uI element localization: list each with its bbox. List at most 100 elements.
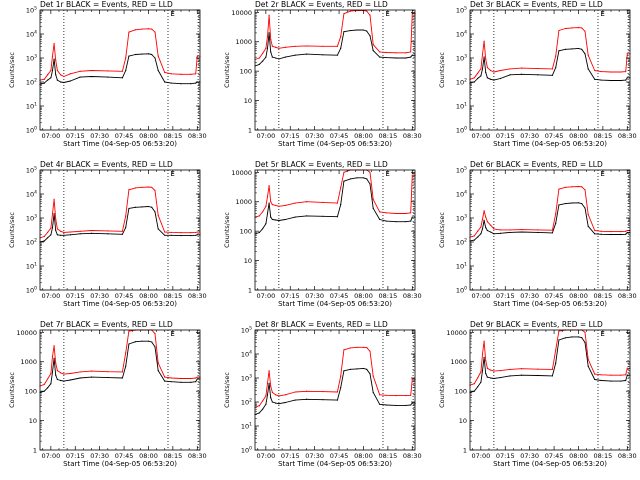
series-point: [411, 174, 413, 176]
series-point: [107, 233, 109, 235]
series-point: [53, 357, 55, 359]
series-point: [411, 54, 413, 56]
series-point: [190, 232, 192, 234]
y-tick-label: 10: [29, 417, 37, 425]
series-point: [473, 235, 475, 237]
series-point: [481, 53, 484, 56]
series-point: [50, 234, 52, 236]
series-point: [46, 387, 49, 389]
series-point: [551, 232, 554, 234]
series-point: [336, 202, 339, 204]
series-point: [51, 226, 54, 229]
series-point: [157, 69, 159, 72]
series-point: [555, 349, 557, 351]
series-point: [587, 225, 589, 227]
series-point: [473, 239, 475, 241]
series-point: [473, 77, 475, 79]
x-tick-label: 08:00: [569, 452, 588, 460]
y-axis-label: Counts/sec: [8, 212, 16, 248]
series-point: [343, 349, 345, 351]
x-tick-label: 07:15: [496, 452, 515, 460]
series-point: [128, 330, 130, 332]
series-point: [268, 185, 270, 187]
x-tick-label: 08:00: [139, 132, 158, 140]
series-point: [610, 79, 612, 82]
series-point: [340, 35, 342, 38]
series-point: [476, 230, 479, 232]
series-point: [483, 40, 485, 42]
corner-marker: E: [600, 170, 604, 178]
chart-panel-2: Det 2r BLACK = Events, RED = LLD Counts/s…: [223, 0, 422, 148]
y-tick-label: 104: [241, 350, 252, 359]
series-point: [63, 380, 65, 382]
y-tick-label: 105: [26, 6, 37, 15]
series-point: [600, 374, 602, 376]
series-point: [53, 58, 55, 60]
series-point: [577, 47, 580, 50]
series-point: [499, 229, 501, 231]
corner-marker: E: [170, 330, 174, 338]
series-point: [490, 231, 492, 233]
series-point: [356, 177, 358, 179]
series-point: [581, 27, 583, 29]
series-point: [128, 343, 130, 345]
series-line-lld: [254, 346, 415, 408]
x-tick-label: 07:00: [256, 292, 275, 300]
series-point: [379, 218, 381, 221]
series-point: [55, 374, 57, 376]
series-point: [322, 399, 324, 401]
plot-frame: [469, 329, 631, 451]
series-point: [625, 374, 627, 376]
series-point: [340, 203, 342, 206]
x-tick-label: 07:00: [471, 452, 490, 460]
series-point: [485, 71, 487, 74]
corner-marker: E: [385, 10, 389, 18]
y-tick-label: 103: [26, 214, 37, 223]
series-point: [369, 373, 371, 375]
series-point: [195, 73, 197, 75]
series-point: [258, 231, 260, 234]
series-point: [385, 404, 387, 406]
series-point: [476, 377, 479, 379]
series-point: [46, 378, 49, 380]
series-point: [481, 370, 484, 372]
series-point: [265, 205, 267, 207]
series-point: [490, 69, 492, 72]
series-point: [480, 68, 482, 70]
series-point: [481, 218, 484, 220]
series-point: [180, 73, 182, 75]
series-point: [551, 74, 554, 76]
y-tick-label: 105: [241, 326, 252, 335]
y-tick-label: 101: [241, 422, 252, 431]
series-point: [356, 346, 358, 348]
series-point: [50, 227, 52, 229]
series-point: [366, 10, 368, 12]
series-point: [411, 216, 413, 218]
series-point: [410, 56, 412, 58]
series-point: [53, 213, 55, 215]
series-point: [483, 210, 485, 212]
series-point: [294, 391, 296, 393]
series-point: [154, 211, 156, 213]
series-point: [121, 377, 124, 379]
series-point: [594, 69, 596, 72]
series-line-events: [469, 47, 630, 84]
series-point: [284, 46, 286, 48]
series-point: [180, 232, 182, 234]
series-point: [610, 380, 612, 382]
series-point: [258, 412, 260, 414]
series-point: [499, 232, 501, 234]
series-point: [56, 228, 58, 230]
series-point: [107, 76, 109, 78]
series-point: [284, 218, 286, 221]
series-point: [379, 56, 381, 58]
series-point: [372, 43, 374, 46]
series-point: [509, 375, 511, 377]
series-point: [395, 394, 397, 397]
series-point: [60, 379, 62, 382]
series-point: [558, 339, 560, 341]
series-point: [164, 71, 166, 74]
series-point: [340, 187, 342, 189]
series-point: [261, 52, 264, 55]
series-point: [411, 402, 413, 404]
